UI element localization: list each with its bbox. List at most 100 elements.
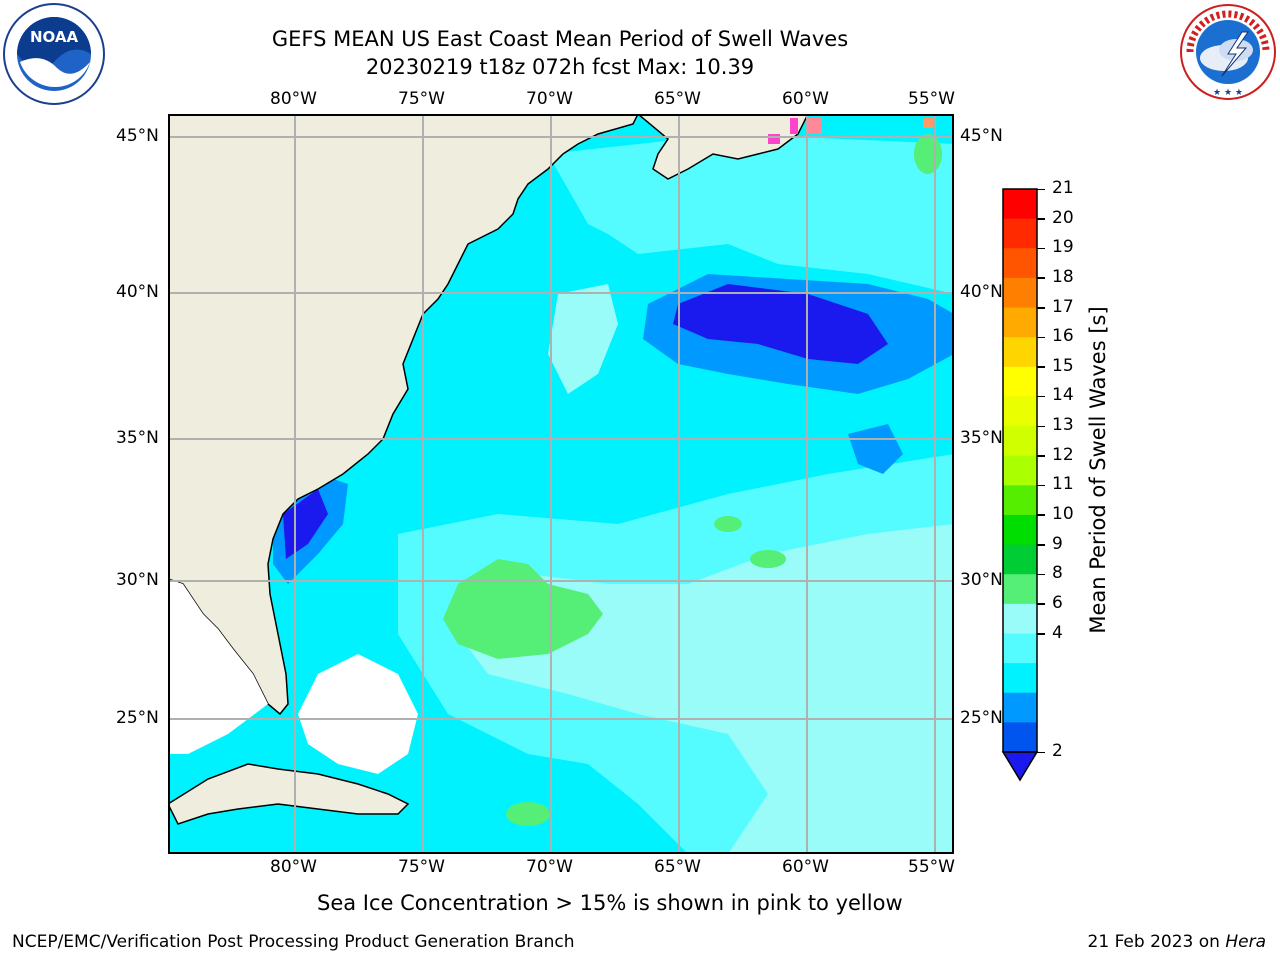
colorbar-tick-mark [1037, 514, 1045, 516]
colorbar-tick-mark [1037, 751, 1045, 753]
colorbar-cell [1003, 633, 1037, 664]
colorbar-tick-mark [1037, 573, 1045, 576]
map [168, 114, 954, 854]
colorbar-tick-label: 2 [1052, 741, 1063, 761]
colorbar-tick-mark [1037, 484, 1045, 487]
colorbar-cell [1003, 307, 1037, 338]
colorbar-tick-label: 10 [1052, 503, 1074, 524]
colorbar-cell [1003, 277, 1037, 309]
colorbar-cell [1003, 514, 1037, 546]
colorbar-cell [1003, 722, 1037, 753]
colorbar-tick-label: 20 [1052, 207, 1074, 228]
chart-subtitle: 20230219 t18z 072h fcst Max: 10.39 [365, 55, 755, 79]
lon-label-top: 55°W [908, 89, 955, 109]
colorbar-cell [1003, 455, 1037, 486]
colorbar-tick-mark [1037, 277, 1045, 279]
colorbar-cell [1003, 692, 1037, 723]
gridlines [168, 114, 954, 854]
lon-label-bottom: 80°W [270, 857, 317, 877]
lat-label-right: 40°N [960, 282, 1003, 302]
colorbar-cell [1003, 218, 1037, 249]
swell-zone-shortest [673, 284, 888, 364]
svg-text:★ ★ ★: ★ ★ ★ [1213, 88, 1243, 98]
noaa-logo: NOAA [2, 2, 106, 106]
lon-label-top: 70°W [526, 89, 573, 109]
sea-ice-patch [790, 118, 798, 134]
colorbar-cell [1003, 396, 1037, 427]
colorbar-cell [1003, 426, 1037, 457]
colorbar-tick-label: 11 [1052, 474, 1074, 495]
swell-patch-green [443, 559, 603, 659]
colorbar-tick-label: 14 [1052, 385, 1074, 406]
colorbar-tick-mark [1037, 633, 1045, 635]
lon-label-bottom: 75°W [398, 857, 445, 877]
colorbar-tick-label: 13 [1052, 415, 1074, 436]
colorbar-tick-mark [1037, 603, 1045, 605]
sea-ice-note: Sea Ice Concentration > 15% is shown in … [317, 891, 903, 915]
colorbar-cell [1003, 544, 1037, 575]
colorbar-under-arrow [1001, 751, 1039, 782]
lon-label-bottom: 60°W [782, 857, 829, 877]
lon-label-bottom: 65°W [654, 857, 701, 877]
colorbar-tick-label: 16 [1052, 326, 1074, 347]
colorbar-tick-label: 15 [1052, 355, 1074, 376]
colorbar-label: Mean Period of Swell Waves [s] [1086, 306, 1110, 634]
date-stamp: 21 Feb 2023 on Hera [1088, 932, 1266, 952]
colorbar-cell [1003, 603, 1037, 635]
lon-label-top: 75°W [398, 89, 445, 109]
lon-label-top: 80°W [270, 89, 317, 109]
lat-label-left: 35°N [116, 428, 159, 448]
colorbar-tick-label: 17 [1052, 296, 1074, 317]
colorbar-tick-label: 18 [1052, 266, 1074, 287]
colorbar-tick-mark [1037, 188, 1045, 190]
lat-label-right: 45°N [960, 126, 1003, 146]
colorbar-cell [1003, 189, 1037, 220]
lat-label-left: 45°N [116, 126, 159, 146]
colorbar-tick-label: 8 [1052, 563, 1063, 584]
colorbar-cell [1003, 574, 1037, 605]
lat-label-right: 25°N [960, 708, 1003, 728]
colorbar-cell [1003, 663, 1037, 694]
lat-label-left: 40°N [116, 282, 159, 302]
lat-label-left: 30°N [116, 570, 159, 590]
colorbar-tick-label: 9 [1052, 533, 1063, 554]
colorbar-tick-mark [1037, 455, 1045, 457]
lat-label-right: 30°N [960, 570, 1003, 590]
colorbar-tick-mark [1037, 336, 1045, 339]
lon-label-top: 65°W [654, 89, 701, 109]
lat-label-right: 35°N [960, 428, 1003, 448]
lat-label-left: 25°N [116, 708, 159, 728]
colorbar-tick-mark [1037, 425, 1045, 428]
colorbar-tick-mark [1037, 218, 1045, 220]
colorbar-tick-mark [1037, 247, 1045, 250]
map-frame [168, 114, 954, 854]
colorbar-cell [1003, 248, 1037, 279]
date-text: 21 Feb 2023 on [1087, 932, 1226, 952]
colorbar-tick-label: 6 [1052, 592, 1063, 613]
colorbar-tick-mark [1037, 395, 1045, 398]
colorbar-tick-label: 12 [1052, 444, 1074, 465]
bahamas-shallow [298, 654, 418, 774]
colorbar-cell [1003, 485, 1037, 516]
credit-text: NCEP/EMC/Verification Post Processing Pr… [12, 932, 575, 952]
colorbar-cell [1003, 337, 1037, 368]
lon-label-bottom: 55°W [908, 857, 955, 877]
colorbar-tick-label: 19 [1052, 237, 1074, 258]
lon-label-bottom: 70°W [526, 857, 573, 877]
colorbar-cell [1003, 366, 1037, 398]
noaa-text: NOAA [30, 28, 79, 46]
colorbar-tick-label: 21 [1052, 178, 1074, 198]
swell-zone-north [548, 134, 954, 294]
nws-logo: ★ ★ ★ [1176, 2, 1280, 102]
colorbar [1001, 188, 1039, 782]
colorbar-tick-mark [1037, 544, 1045, 546]
colorbar-frame [1002, 188, 1038, 753]
machine-name: Hera [1225, 932, 1266, 952]
chart-title: GEFS MEAN US East Coast Mean Period of S… [271, 27, 849, 51]
swell-zone-offshore [548, 284, 618, 394]
land-cuba [168, 763, 410, 825]
lon-label-top: 60°W [782, 89, 829, 109]
colorbar-tick-mark [1037, 366, 1045, 368]
colorbar-tick-mark [1037, 307, 1045, 309]
gulf-shallow [168, 579, 268, 754]
